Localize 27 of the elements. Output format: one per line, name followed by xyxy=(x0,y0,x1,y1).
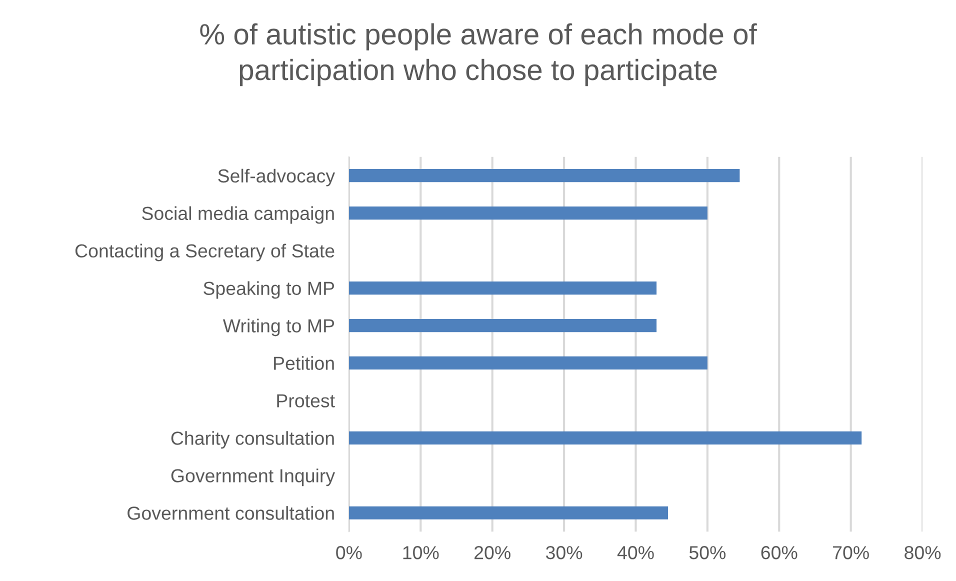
x-tick-label: 80% xyxy=(904,546,941,560)
bar xyxy=(348,506,668,520)
bar xyxy=(348,356,708,370)
x-tick-label: 20% xyxy=(474,546,510,560)
y-tick-label: Speaking to MP xyxy=(204,281,334,299)
bar xyxy=(348,281,657,295)
bar xyxy=(348,206,708,220)
y-tick-label: Petition xyxy=(274,356,334,370)
bar xyxy=(348,169,740,182)
x-tick-label: 60% xyxy=(761,546,798,560)
x-tick-label: 0% xyxy=(336,546,362,560)
y-tick-label: Social media campaign xyxy=(142,206,334,224)
chart-title: % of autistic people aware of each mode of participation who chose to participate xyxy=(200,23,757,86)
x-tick-label: 70% xyxy=(833,546,869,560)
x-tick-label: 40% xyxy=(617,546,654,560)
bar xyxy=(348,318,657,332)
y-tick-label: Contacting a Secretary of State xyxy=(75,244,334,262)
x-tick-label: 10% xyxy=(403,546,439,560)
y-tick-label: Writing to MP xyxy=(222,318,334,336)
x-tick-label: 50% xyxy=(689,546,726,560)
y-tick-label: Self-advocacy xyxy=(218,168,336,186)
y-tick-label: Protest xyxy=(277,394,335,408)
y-tick-label: Government Inquiry xyxy=(171,468,336,486)
y-tick-label: Charity consultation xyxy=(171,431,334,449)
bar xyxy=(348,431,862,444)
y-tick-label: Government consultation xyxy=(128,506,334,520)
x-tick-label: 30% xyxy=(546,546,582,560)
